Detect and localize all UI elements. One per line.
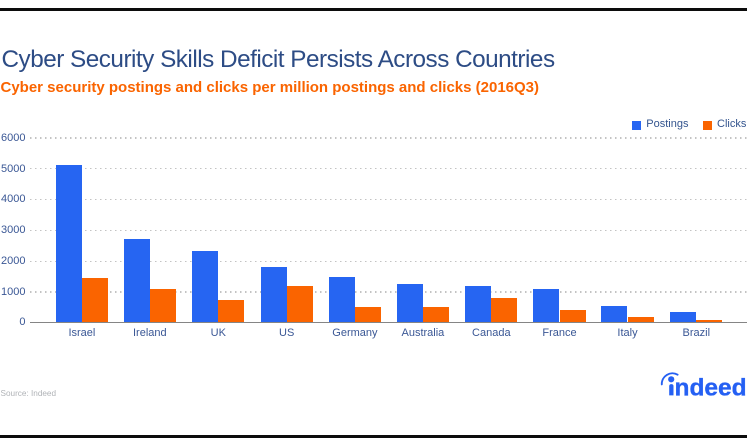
- svg-text:ndeed: ndeed: [675, 374, 747, 401]
